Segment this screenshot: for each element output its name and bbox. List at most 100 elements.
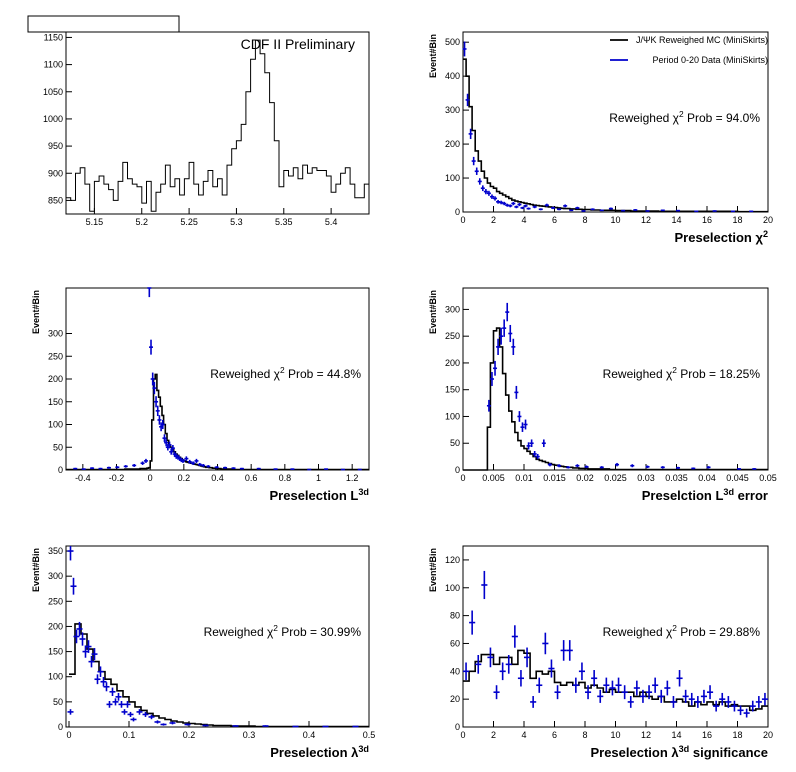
data-point bbox=[70, 577, 77, 595]
y-tick-label: 0 bbox=[58, 465, 63, 475]
data-point bbox=[737, 468, 742, 470]
data-point bbox=[73, 467, 78, 470]
x-tick-label: 0.2 bbox=[178, 473, 191, 483]
data-point bbox=[737, 705, 744, 716]
data-point bbox=[98, 467, 103, 470]
x-axis-title: Preselection λ3d significance bbox=[590, 744, 768, 760]
data-point bbox=[520, 206, 525, 210]
x-tick-label: 16 bbox=[702, 215, 712, 225]
x-tick-label: 0.04 bbox=[698, 473, 716, 483]
data-point bbox=[761, 692, 768, 706]
data-point bbox=[621, 209, 626, 212]
y-tick-label: 300 bbox=[48, 329, 63, 339]
data-point bbox=[256, 467, 261, 470]
data-point bbox=[201, 464, 206, 467]
data-point bbox=[232, 725, 239, 727]
y-tick-label: 200 bbox=[445, 139, 460, 149]
data-point bbox=[615, 462, 620, 467]
y-tick-label: 200 bbox=[445, 358, 460, 368]
data-point bbox=[474, 167, 479, 175]
data-point bbox=[79, 632, 86, 646]
data-point bbox=[462, 41, 467, 57]
data-point bbox=[608, 207, 613, 210]
data-point bbox=[505, 302, 510, 322]
data-point bbox=[694, 696, 701, 708]
x-tick-label: 0.6 bbox=[245, 473, 258, 483]
y-tick-label: 0 bbox=[58, 722, 63, 732]
y-tick-label: 350 bbox=[48, 546, 63, 556]
y-tick-label: 50 bbox=[53, 442, 63, 452]
data-point bbox=[523, 419, 528, 430]
data-point bbox=[645, 465, 650, 469]
data-point bbox=[465, 93, 470, 107]
data-point bbox=[511, 201, 516, 206]
data-point bbox=[646, 685, 653, 700]
y-tick-label: 150 bbox=[48, 397, 63, 407]
header-box bbox=[27, 15, 180, 33]
data-point bbox=[603, 677, 610, 693]
y-tick-label: 850 bbox=[48, 195, 63, 205]
y-tick-label: 950 bbox=[48, 141, 63, 151]
y-tick-label: 0 bbox=[455, 465, 460, 475]
data-point bbox=[526, 207, 531, 210]
data-point bbox=[103, 682, 110, 692]
data-point bbox=[707, 685, 714, 700]
x-tick-label: 5.15 bbox=[86, 217, 104, 227]
x-axis-title: Preselection χ2 bbox=[675, 229, 768, 245]
data-point bbox=[357, 468, 362, 471]
probability-label: Reweighed χ2 Prob = 44.8% bbox=[210, 365, 361, 381]
data-point bbox=[115, 466, 120, 469]
data-point bbox=[124, 701, 131, 708]
data-point bbox=[535, 453, 540, 460]
data-point bbox=[713, 700, 720, 712]
y-tick-label: 120 bbox=[445, 555, 460, 565]
data-point bbox=[730, 210, 735, 213]
data-point bbox=[273, 468, 278, 470]
data-point bbox=[743, 708, 750, 718]
data-point bbox=[755, 696, 762, 708]
data-point bbox=[160, 419, 165, 430]
data-point bbox=[197, 462, 202, 467]
data-point bbox=[493, 360, 498, 376]
chart-panel-lambda3d_sig: 0 2 4 6 8 10 12 14 16 18 20 0 20 40 60 80 100 120 Reweighe… bbox=[428, 545, 773, 760]
data-point bbox=[560, 640, 567, 661]
data-point bbox=[97, 666, 104, 677]
data-point bbox=[477, 178, 482, 185]
data-point bbox=[511, 338, 516, 356]
data-point bbox=[67, 709, 74, 715]
data-point bbox=[127, 711, 134, 717]
chart-panel-chi2: 0 2 4 6 8 10 12 14 16 18 200100200300400500Reweigh… bbox=[428, 31, 773, 245]
data-point bbox=[142, 711, 149, 717]
data-point bbox=[340, 468, 345, 471]
y-tick-label: 150 bbox=[445, 385, 460, 395]
data-point bbox=[202, 724, 209, 727]
x-tick-label: 0 bbox=[460, 215, 465, 225]
data-point bbox=[487, 647, 494, 668]
data-point bbox=[480, 185, 485, 192]
x-tick-label: 20 bbox=[763, 730, 773, 740]
data-point bbox=[463, 662, 470, 681]
y-tick-label: 80 bbox=[450, 611, 460, 621]
y-tick-label: 300 bbox=[445, 105, 460, 115]
data-point bbox=[590, 208, 595, 211]
x-tick-label: -0.4 bbox=[75, 473, 91, 483]
data-point bbox=[585, 685, 592, 700]
plot-frame bbox=[65, 31, 370, 215]
x-tick-label: 0 bbox=[460, 473, 465, 483]
data-point bbox=[155, 405, 160, 417]
data-point bbox=[676, 466, 681, 469]
y-tick-label: 250 bbox=[48, 596, 63, 606]
data-point bbox=[645, 210, 650, 212]
y-tick-label: 20 bbox=[450, 694, 460, 704]
data-point bbox=[569, 209, 574, 212]
data-point bbox=[483, 188, 488, 195]
data-point bbox=[639, 689, 646, 703]
data-point bbox=[557, 208, 562, 211]
data-point bbox=[290, 468, 295, 470]
data-point bbox=[524, 647, 531, 668]
data-point bbox=[691, 467, 696, 470]
data-point bbox=[627, 696, 634, 708]
data-point bbox=[547, 462, 552, 467]
data-point bbox=[694, 210, 699, 213]
data-point bbox=[85, 640, 92, 653]
